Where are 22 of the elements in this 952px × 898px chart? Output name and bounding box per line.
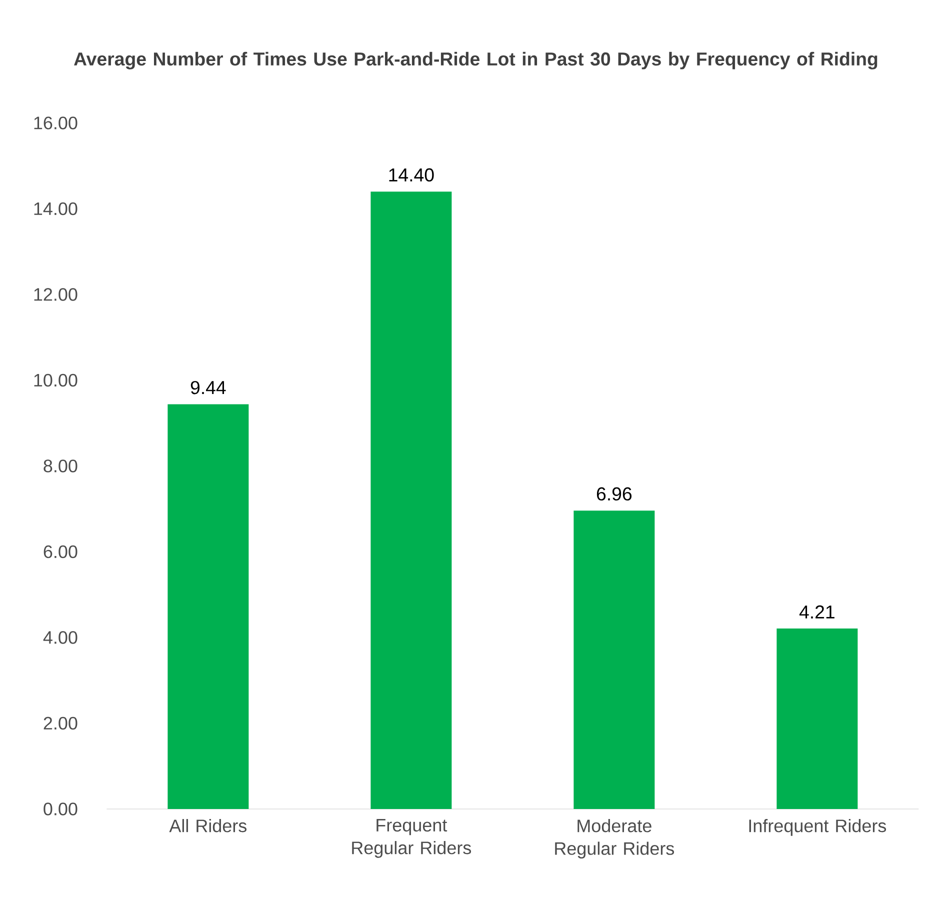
y-tick-label: 10.00 [34, 374, 78, 387]
data-label: 6.96 [596, 487, 632, 501]
y-tick-label: 12.00 [34, 288, 78, 301]
y-tick-label: 16.00 [34, 116, 78, 130]
x-tick-label: Infrequent Riders [749, 819, 886, 836]
chart-title: Average Number of Times Use Park-and-Ride Lot in Past 30 Days by Frequency of Riding [74, 52, 878, 70]
x-tick-label: All Riders [169, 819, 246, 832]
y-tick-label: 4.00 [43, 631, 78, 644]
y-tick-label: 0.00 [44, 802, 78, 816]
data-label: 14.40 [389, 168, 434, 182]
x-tick-label: Moderate Regular Riders [555, 819, 674, 858]
y-tick-label: 14.00 [34, 202, 78, 216]
y-tick-label: 2.00 [44, 716, 78, 730]
data-label: 4.21 [799, 605, 834, 618]
x-tick-label: Frequent Regular Riders [352, 819, 472, 858]
y-tick-label: 8.00 [44, 460, 78, 472]
bar [370, 192, 452, 809]
bar [168, 404, 249, 809]
y-tick-label: 6.00 [44, 545, 78, 558]
bar [574, 510, 655, 809]
data-label: 9.44 [190, 380, 226, 394]
bar [776, 628, 858, 809]
